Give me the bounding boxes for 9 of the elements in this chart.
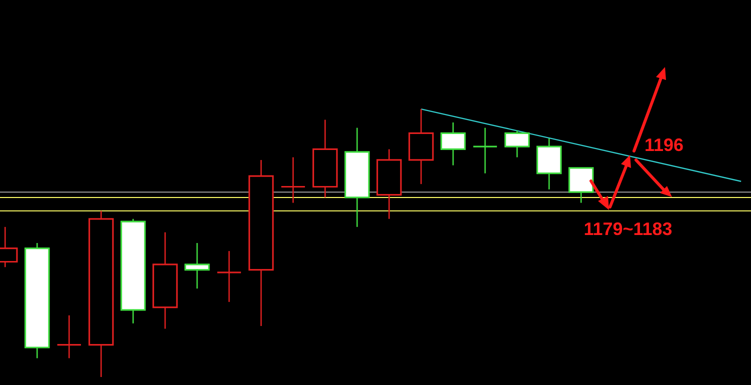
candlestick xyxy=(472,127,498,174)
candlestick xyxy=(56,314,82,359)
candlestick xyxy=(280,156,306,204)
candlestick xyxy=(440,122,466,166)
candlestick xyxy=(216,250,242,303)
candlestick xyxy=(504,130,530,158)
annotation: 1196 xyxy=(644,135,684,155)
annotation: 1179~1183 xyxy=(584,219,672,239)
candlestick xyxy=(184,242,210,290)
